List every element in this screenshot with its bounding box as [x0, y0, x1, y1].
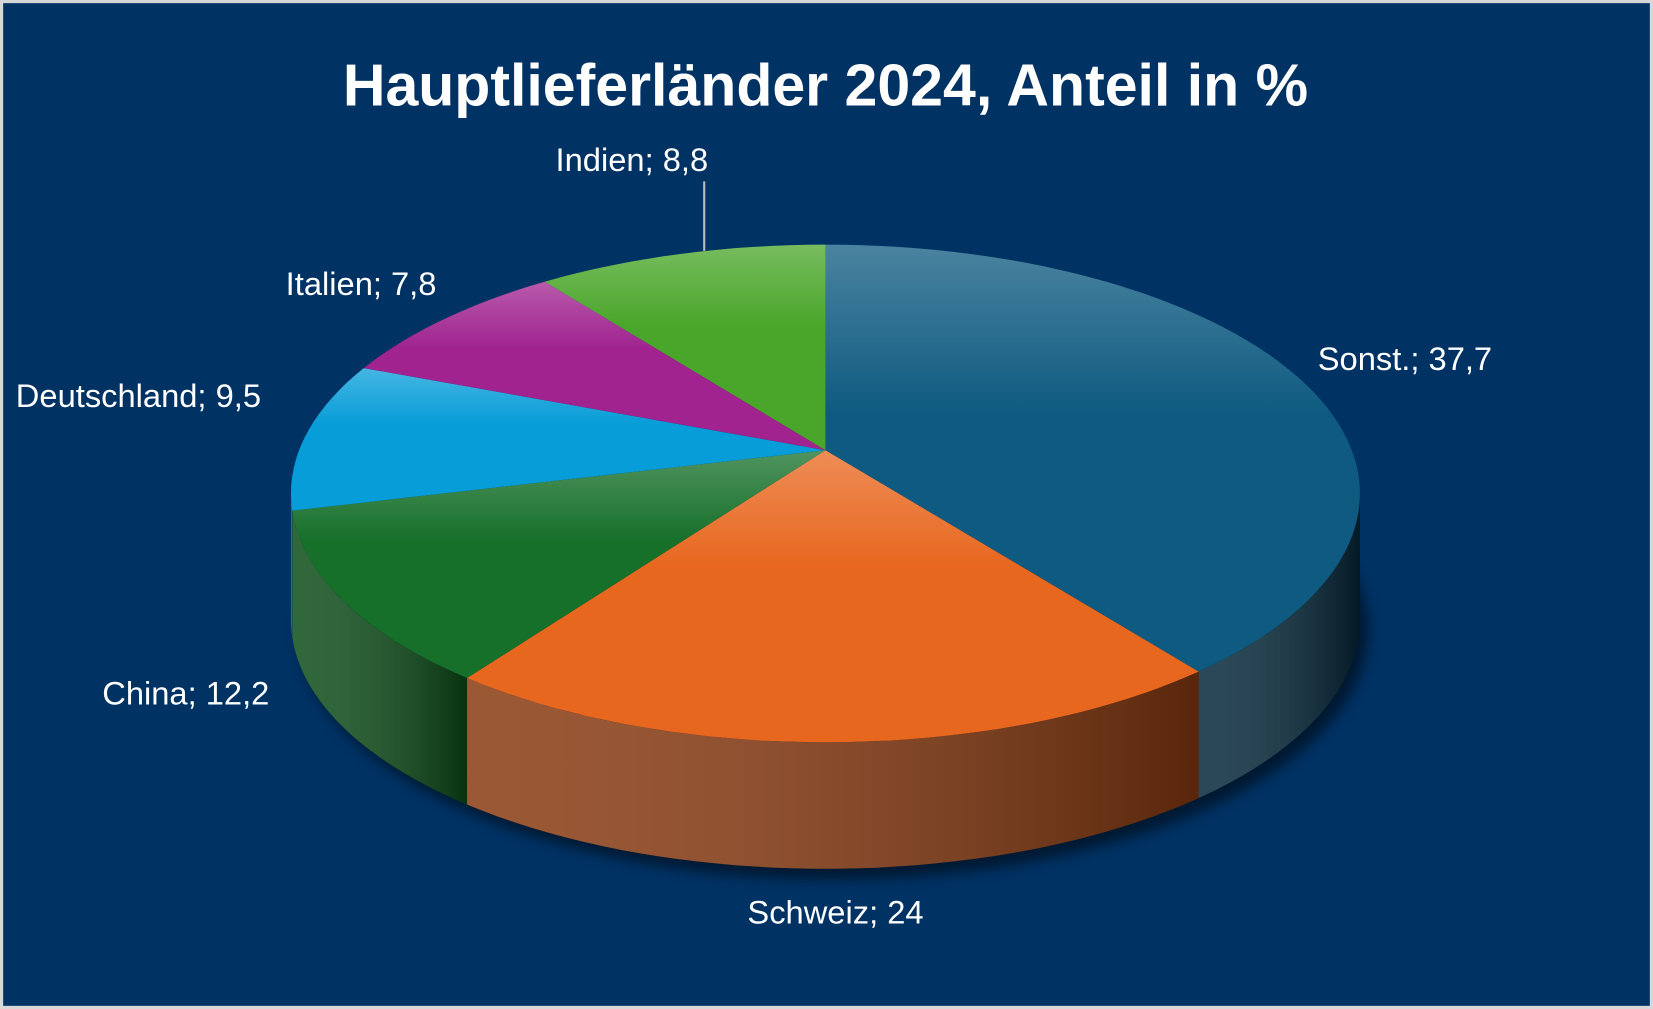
- slice-italien[interactable]: [363, 281, 826, 451]
- slice-side-schweiz: [467, 671, 1199, 869]
- label-schweiz: Schweiz; 24: [747, 894, 923, 931]
- chart-title: Hauptlieferländer 2024, Anteil in %: [343, 52, 1308, 118]
- label-sonst: Sonst.; 37,7: [1318, 340, 1492, 377]
- slice-side-deutschland: [290, 493, 293, 638]
- slice-indien[interactable]: [544, 244, 826, 451]
- slice-sonst[interactable]: [825, 244, 1360, 672]
- pie-group: [290, 244, 1369, 880]
- label-italien: Italien; 7,8: [286, 265, 437, 302]
- slice-deutschland[interactable]: [290, 368, 826, 511]
- slice-side-sonst: [1198, 493, 1360, 799]
- label-deutschland: Deutschland; 9,5: [16, 377, 261, 414]
- label-china: China; 12,2: [102, 674, 269, 711]
- slice-side-china: [292, 510, 468, 805]
- slice-schweiz[interactable]: [467, 450, 1199, 743]
- slice-china[interactable]: [292, 450, 826, 679]
- label-indien: Indien; 8,8: [556, 141, 709, 178]
